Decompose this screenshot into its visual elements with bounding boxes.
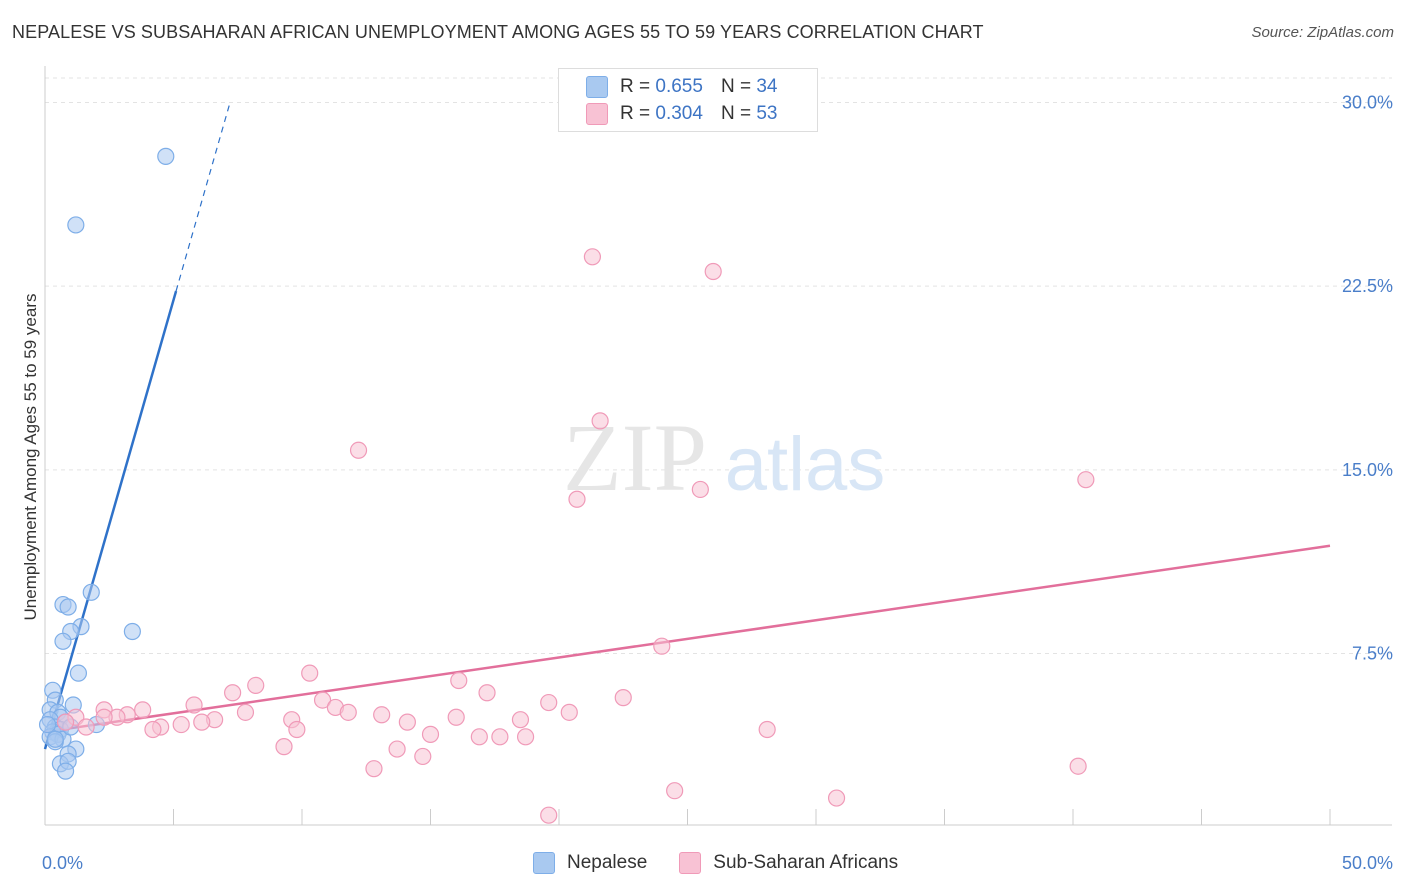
trend-line <box>44 544 1331 734</box>
r-value: 0.304 <box>655 103 703 124</box>
subsaharan-point <box>339 703 357 721</box>
n-label: N = <box>720 103 752 124</box>
r-label: R = <box>620 76 651 97</box>
n-value: 34 <box>756 76 778 97</box>
x-tick-label: 50.0% <box>1342 853 1393 873</box>
subsaharan-point <box>591 412 609 430</box>
subsaharan-point <box>301 664 319 682</box>
stats-legend: R = 0.655 N = 34 R = 0.304 N = 53 <box>558 68 818 132</box>
subsaharan-point <box>491 728 509 746</box>
nepalese-point <box>56 762 75 780</box>
subsaharan-point <box>614 689 632 707</box>
subsaharan-point <box>691 480 709 499</box>
watermark-zip: ZIP <box>563 404 707 511</box>
subsaharan-point <box>172 715 190 734</box>
legend-item-subsaharan[interactable]: Sub-Saharan Africans <box>679 852 898 874</box>
subsaharan-point <box>134 701 152 719</box>
r-value: 0.655 <box>655 76 703 97</box>
subsaharan-point <box>224 684 242 702</box>
nepalese-point <box>123 622 141 641</box>
trend-line <box>43 290 178 750</box>
subsaharan-point <box>583 248 602 266</box>
subsaharan-point <box>827 789 846 807</box>
subsaharan-point <box>1077 471 1095 489</box>
nepalese-point <box>59 598 77 616</box>
n-value: 53 <box>756 103 778 124</box>
legend-row-nepalese: R = 0.655 N = 34 <box>586 76 777 98</box>
subsaharan-point <box>388 740 406 758</box>
subsaharan-point <box>516 728 535 746</box>
nepalese-swatch <box>586 76 608 98</box>
subsaharan-point <box>704 262 722 281</box>
subsaharan-point <box>414 747 432 766</box>
y-axis-label: Unemployment Among Ages 55 to 59 years <box>21 294 40 621</box>
subsaharan-point <box>421 725 440 743</box>
watermark-atlas: atlas <box>725 422 886 507</box>
subsaharan-point <box>478 684 496 702</box>
subsaharan-point <box>144 720 162 739</box>
chart-title: NEPALESE VS SUBSAHARAN AFRICAN UNEMPLOYM… <box>12 22 984 42</box>
subsaharan-point <box>398 713 416 731</box>
legend-label: Sub-Saharan Africans <box>713 852 899 873</box>
data-points <box>38 147 1095 824</box>
subsaharan-point <box>247 676 265 694</box>
subsaharan-swatch <box>679 852 702 874</box>
nepalese-point <box>38 715 57 734</box>
subsaharan-point <box>568 490 586 508</box>
subsaharan-point <box>450 671 468 690</box>
y-tick-label: 30.0% <box>1342 92 1393 112</box>
y-tick-label: 15.0% <box>1342 460 1393 480</box>
subsaharan-point <box>349 441 368 459</box>
subsaharan-point <box>313 691 332 709</box>
r-label: R = <box>620 103 651 124</box>
subsaharan-point <box>275 738 293 756</box>
subsaharan-point <box>365 760 383 778</box>
subsaharan-point <box>288 720 306 739</box>
subsaharan-point <box>77 718 95 736</box>
y-tick-label: 7.5% <box>1352 644 1393 664</box>
legend-label: Nepalese <box>567 852 648 873</box>
n-label: N = <box>720 76 752 97</box>
subsaharan-point <box>540 806 558 824</box>
subsaharan-point <box>447 708 465 726</box>
subsaharan-point <box>95 708 113 726</box>
subsaharan-point <box>56 713 75 731</box>
legend-item-nepalese[interactable]: Nepalese <box>533 852 647 874</box>
subsaharan-point <box>560 703 578 721</box>
nepalese-point <box>82 583 100 601</box>
subsaharan-point <box>373 706 391 724</box>
nepalese-point <box>46 730 64 748</box>
subsaharan-point <box>193 713 211 731</box>
trend-line-extension <box>175 102 231 292</box>
nepalese-point <box>54 632 72 650</box>
legend-row-subsaharan: R = 0.304 N = 53 <box>586 103 777 125</box>
tick-labels: 7.5% 15.0% 22.5% 30.0% 0.0% 50.0% <box>42 92 1393 873</box>
subsaharan-point <box>653 637 671 655</box>
x-tick-label: 0.0% <box>42 853 83 873</box>
nepalese-point <box>69 664 88 682</box>
subsaharan-point <box>540 693 558 712</box>
subsaharan-point <box>511 711 530 729</box>
subsaharan-point <box>470 728 488 746</box>
subsaharan-point <box>758 720 776 739</box>
subsaharan-point <box>1069 757 1087 775</box>
subsaharan-point <box>185 696 203 714</box>
nepalese-point <box>157 147 175 165</box>
nepalese-point <box>67 216 85 234</box>
nepalese-swatch <box>533 852 555 874</box>
y-tick-label: 22.5% <box>1342 276 1393 296</box>
trend-lines <box>43 102 1331 750</box>
subsaharan-point <box>666 782 684 800</box>
series-legend: Nepalese Sub-Saharan Africans <box>533 852 930 874</box>
axes <box>44 66 1392 826</box>
subsaharan-swatch <box>586 103 608 125</box>
source-label: Source: ZipAtlas.com <box>1251 24 1394 41</box>
subsaharan-point <box>236 703 255 721</box>
